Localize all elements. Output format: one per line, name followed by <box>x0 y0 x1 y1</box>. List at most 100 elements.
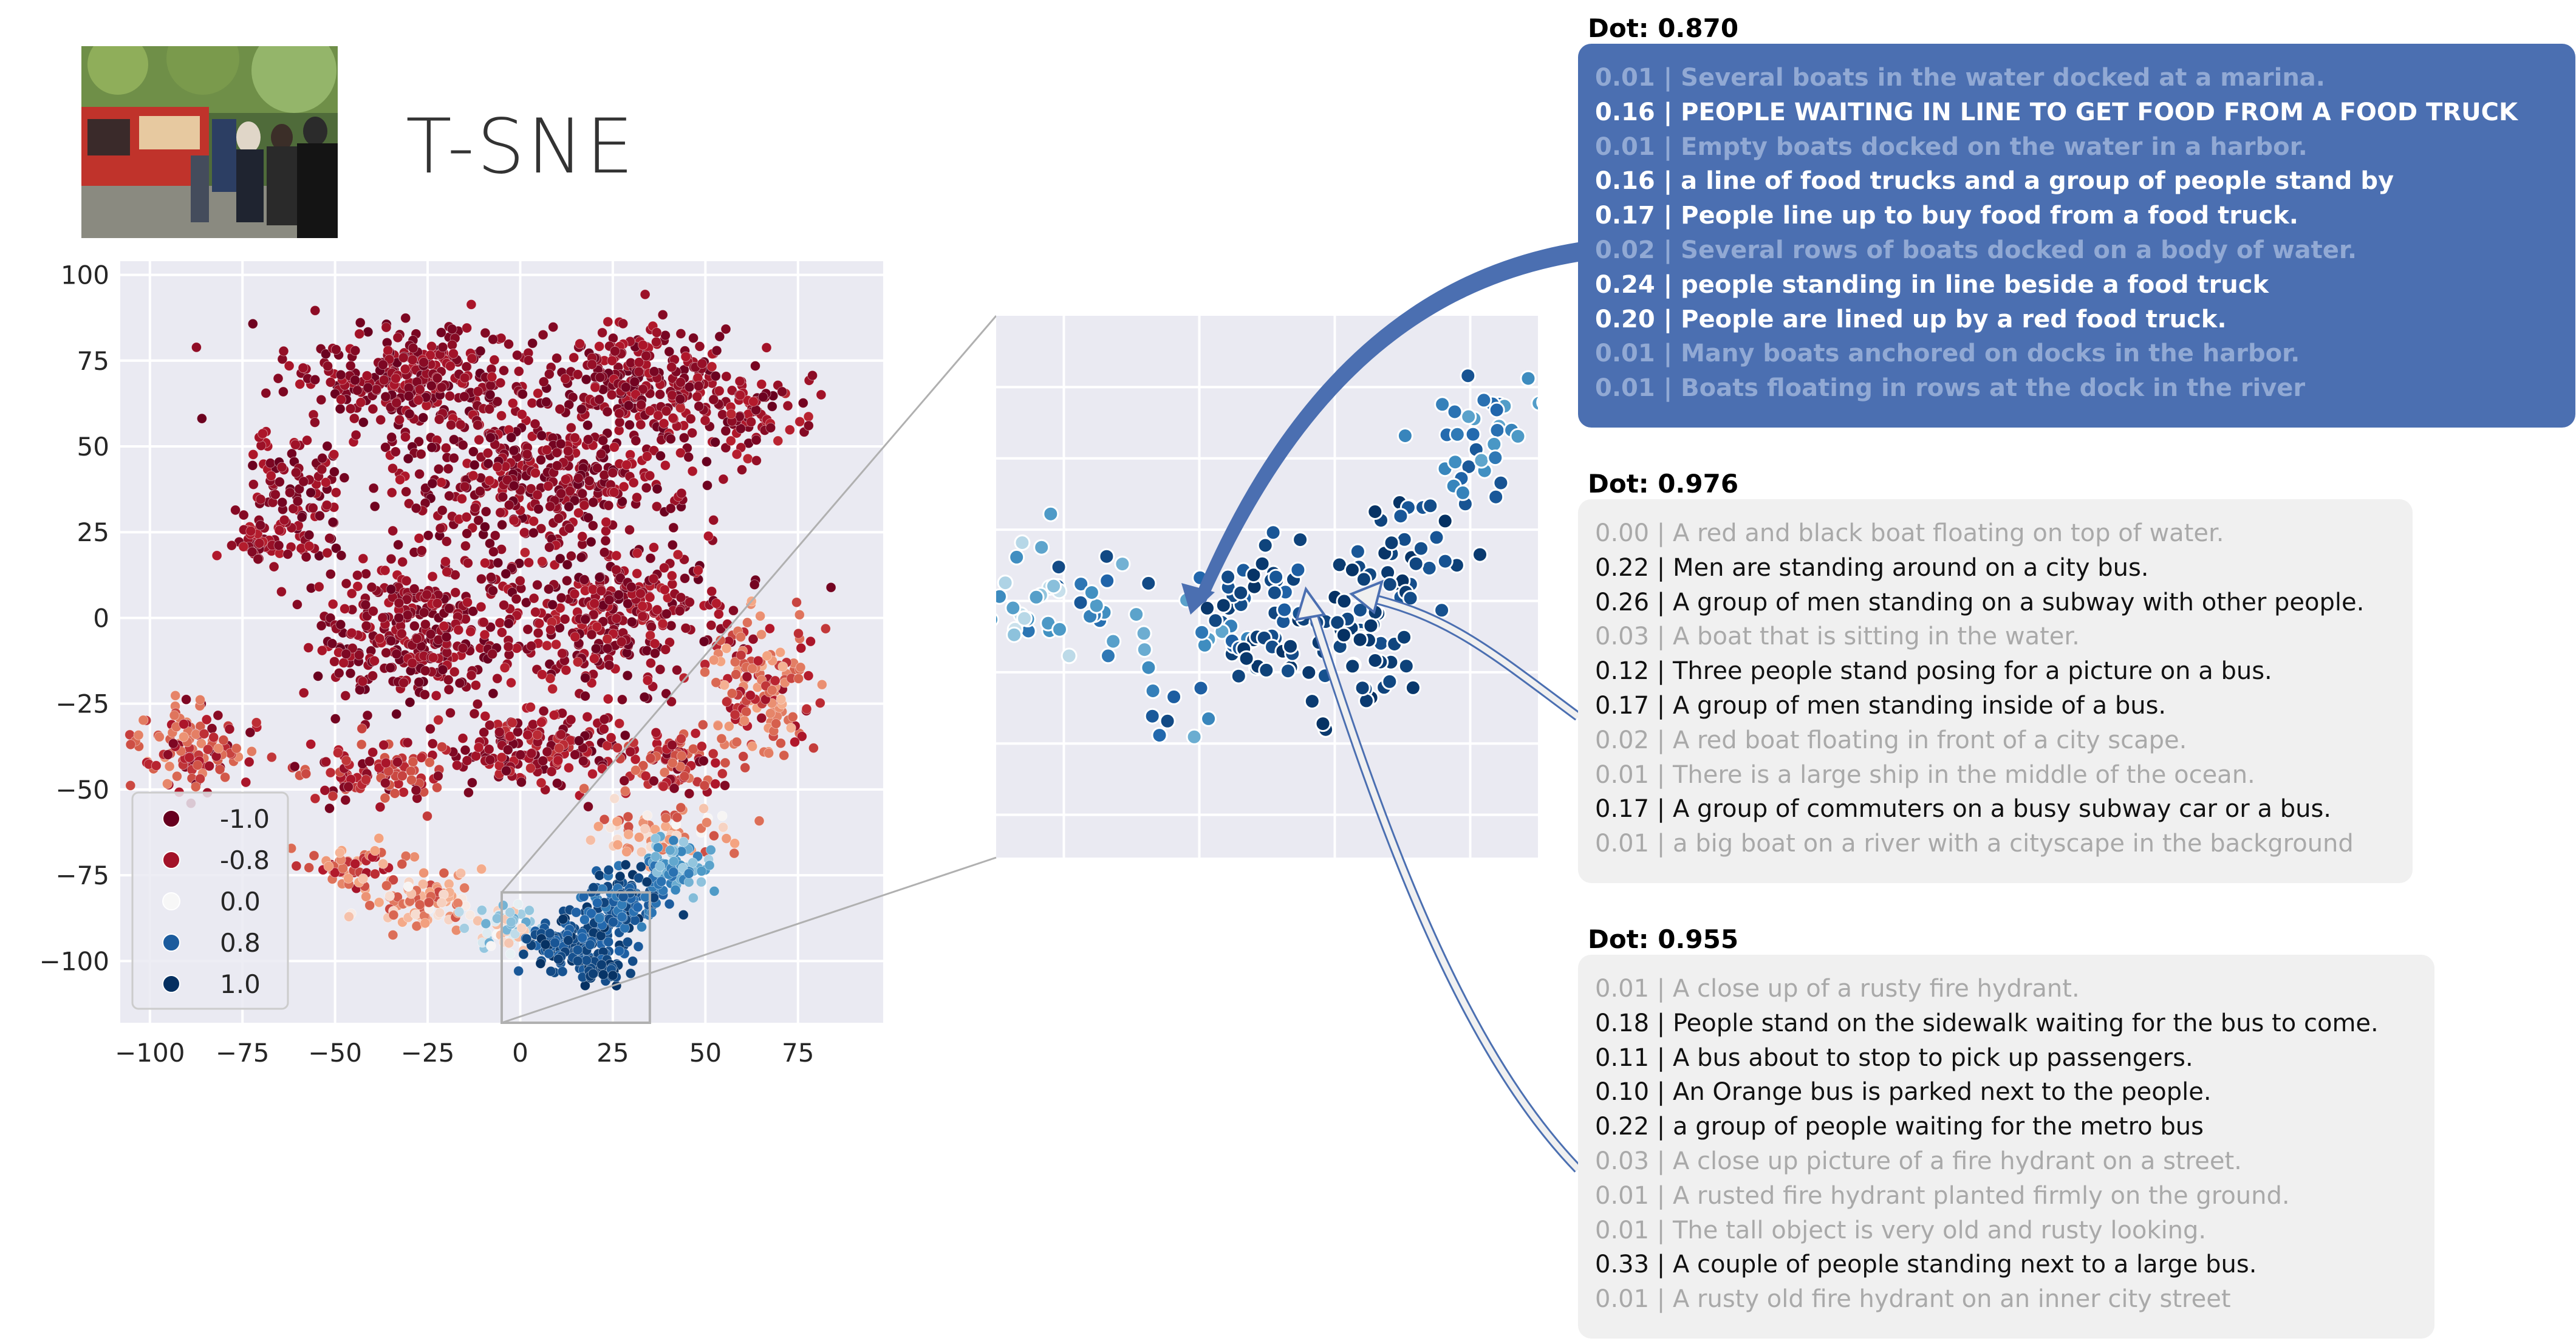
legend-label: 1.0 <box>220 969 261 999</box>
data-point <box>676 734 686 744</box>
data-point <box>403 453 414 464</box>
data-point <box>622 937 633 947</box>
data-point <box>773 435 784 446</box>
data-point <box>685 597 695 607</box>
data-point <box>612 816 623 827</box>
data-point <box>345 668 356 678</box>
data-point <box>317 453 328 463</box>
data-point <box>471 751 481 762</box>
inset-data-point <box>971 628 985 643</box>
data-point <box>572 944 583 955</box>
data-point <box>526 748 537 759</box>
legend-marker <box>162 933 180 952</box>
data-point <box>658 418 669 429</box>
data-point <box>561 665 572 675</box>
data-point <box>457 493 467 504</box>
data-point <box>560 374 570 384</box>
data-point <box>268 561 279 572</box>
data-point <box>615 871 626 882</box>
data-point <box>463 787 474 798</box>
inset-data-point <box>1098 548 1115 565</box>
data-point <box>651 727 661 738</box>
data-point <box>720 780 730 791</box>
data-point <box>409 584 420 594</box>
data-point <box>276 586 287 597</box>
data-point <box>694 341 705 352</box>
data-point <box>649 366 660 377</box>
data-point <box>514 576 525 586</box>
data-point <box>414 469 425 479</box>
data-point <box>488 334 499 345</box>
data-point <box>588 882 599 893</box>
data-point <box>211 550 222 561</box>
inset-data-point <box>1381 576 1398 593</box>
data-point <box>499 599 509 610</box>
data-point <box>485 380 496 391</box>
data-point <box>391 373 401 384</box>
data-point <box>530 468 541 479</box>
data-point <box>729 838 740 848</box>
data-point <box>688 858 698 868</box>
y-tick-label: 0 <box>93 603 109 633</box>
inset-data-point <box>1351 631 1368 648</box>
data-point <box>775 647 786 658</box>
data-point <box>138 715 149 726</box>
inset-data-point <box>1475 392 1492 409</box>
data-point <box>427 571 438 582</box>
data-point <box>358 553 369 564</box>
caption-line: 0.26 | A group of men standing on a subw… <box>1595 588 2365 616</box>
inset-data-point <box>1245 567 1262 584</box>
data-point <box>666 570 677 581</box>
data-point <box>803 411 814 422</box>
data-point <box>562 575 572 586</box>
data-point <box>204 760 215 771</box>
data-point <box>541 445 552 456</box>
data-point <box>388 525 398 536</box>
data-point <box>455 419 466 430</box>
data-point <box>622 670 633 681</box>
data-point <box>749 579 760 590</box>
data-point <box>170 690 181 701</box>
data-point <box>325 568 336 579</box>
data-point <box>553 755 564 766</box>
data-point <box>485 389 496 400</box>
data-point <box>163 749 173 760</box>
food-truck-photo <box>81 46 338 238</box>
x-tick-label: 50 <box>689 1038 722 1068</box>
data-point <box>341 578 352 589</box>
data-point <box>586 908 596 919</box>
data-point <box>579 914 590 925</box>
data-point <box>805 636 816 647</box>
inset-data-point <box>1486 435 1503 452</box>
data-point <box>586 536 596 547</box>
data-point <box>659 584 670 595</box>
data-point <box>388 910 399 920</box>
data-point <box>637 611 648 622</box>
data-point <box>466 299 477 310</box>
data-point <box>488 585 498 596</box>
data-point <box>668 522 679 533</box>
data-point <box>508 445 519 456</box>
data-point <box>729 709 740 720</box>
plot-title: T-SNE <box>406 103 636 191</box>
data-point <box>405 697 415 708</box>
data-point <box>245 727 256 738</box>
data-point <box>683 877 694 887</box>
data-point <box>626 582 637 592</box>
data-point <box>610 346 620 357</box>
data-point <box>620 730 630 741</box>
data-point <box>329 449 340 460</box>
data-point <box>374 897 384 908</box>
data-point <box>795 662 806 673</box>
legend-label: 0.8 <box>220 928 261 958</box>
data-point <box>425 723 436 734</box>
inset-data-point <box>1114 556 1131 573</box>
data-point <box>660 644 671 655</box>
data-point <box>764 748 774 759</box>
data-point <box>525 483 536 494</box>
caption-line: 0.03 | A boat that is sitting in the wat… <box>1595 623 2080 651</box>
main-scatter-points <box>125 289 836 991</box>
data-point <box>343 782 354 792</box>
inset-data-point <box>1135 625 1152 642</box>
